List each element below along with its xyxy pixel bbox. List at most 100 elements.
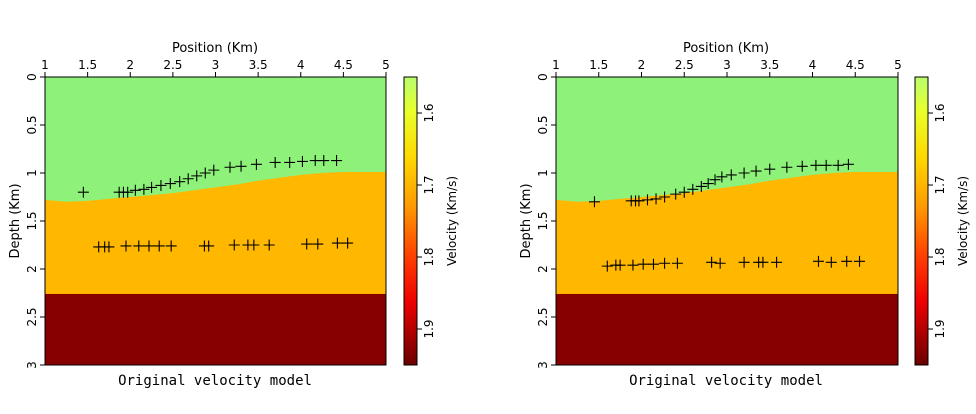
pick-marker: [781, 161, 793, 173]
y-tick-label: 0.5: [536, 115, 550, 134]
y-tick-label: 1.5: [536, 211, 550, 230]
pick-marker: [164, 178, 176, 190]
colorbar-gradient: [914, 76, 929, 366]
x-tick-label: 4.5: [334, 58, 353, 72]
pick-marker: [601, 260, 613, 272]
pick-marker: [77, 186, 89, 198]
x-tick-label: 2.5: [163, 58, 182, 72]
y-tick-label: 1.5: [25, 211, 39, 230]
pick-marker: [129, 184, 141, 196]
colorbar-tick-label: 1.8: [422, 247, 436, 266]
x-tick-label: 1: [552, 58, 560, 72]
pick-marker: [702, 178, 714, 190]
pick-marker: [133, 240, 145, 252]
pick-marker: [318, 155, 330, 167]
y-tick-label: 1: [536, 169, 550, 177]
colorbar-tick-label: 1.6: [933, 103, 947, 122]
x-axis-label: Position (Km): [683, 41, 769, 56]
pick-marker: [725, 169, 737, 181]
pick-marker: [191, 170, 203, 182]
pick-marker: [670, 188, 682, 200]
colorbar-tick-label: 1.9: [933, 319, 947, 338]
y-axis-label: Depth (Km): [519, 183, 534, 258]
x-tick-label: 3.5: [249, 58, 268, 72]
colorbar-gradient: [403, 76, 418, 366]
y-tick-label: 1: [25, 169, 39, 177]
x-tick-label: 2: [126, 58, 134, 72]
pick-marker: [182, 173, 194, 185]
pick-marker: [208, 164, 220, 176]
x-tick-label: 1.5: [78, 58, 97, 72]
colorbar: 1.6 1.7 1.8 1.9 Velocity (Km/s): [914, 76, 970, 366]
pick-marker: [678, 186, 690, 198]
y-tick-label: 0.5: [25, 115, 39, 134]
pick-marker: [716, 171, 728, 183]
pick-marker: [120, 240, 132, 252]
pick-marker: [174, 176, 186, 188]
pick-marker: [738, 256, 750, 268]
pick-marker: [709, 174, 721, 186]
pick-marker: [854, 255, 866, 267]
colorbar-tick-label: 1.7: [422, 175, 436, 194]
pick-marker: [199, 167, 211, 179]
x-tick-label: 3.5: [760, 58, 779, 72]
pick-marker: [331, 155, 343, 167]
pick-marker: [650, 193, 662, 205]
pick-marker: [312, 238, 324, 250]
pick-marker: [757, 256, 769, 268]
pick-marker: [750, 165, 762, 177]
pick-marker: [764, 163, 776, 175]
pick-marker: [671, 257, 683, 269]
x-tick-label: 3: [212, 58, 220, 72]
y-tick-label: 2: [25, 265, 39, 273]
pick-marker: [250, 158, 262, 170]
x-tick-label: 4.5: [846, 58, 865, 72]
panel-caption: Original velocity model: [118, 373, 312, 389]
y-axis-label: Depth (Km): [8, 183, 23, 258]
colorbar-tick-label: 1.7: [933, 175, 947, 194]
pick-marker: [647, 258, 659, 270]
y-tick-label: 2.5: [536, 307, 550, 326]
pick-marker: [812, 255, 824, 267]
layer-bottom: [45, 293, 386, 365]
pick-marker: [810, 159, 822, 171]
y-tick-label: 3: [25, 361, 39, 369]
pick-marker: [695, 180, 707, 192]
pick-marker: [153, 240, 165, 252]
pick-marker: [841, 255, 853, 267]
pick-marker: [706, 256, 718, 268]
x-tick-label: 1: [41, 58, 49, 72]
pick-marker: [165, 240, 177, 252]
pick-marker: [224, 161, 236, 173]
pick-marker: [842, 158, 854, 170]
pick-marker: [138, 183, 150, 195]
pick-marker: [637, 258, 649, 270]
x-tick-label: 5: [894, 58, 902, 72]
pick-marker: [146, 181, 158, 193]
pick-marker: [269, 156, 281, 168]
pick-marker: [633, 195, 645, 207]
pick-marker: [714, 257, 726, 269]
pick-marker: [820, 159, 832, 171]
x-tick-label: 2: [638, 58, 646, 72]
y-tick-label: 2.5: [25, 307, 39, 326]
pick-marker: [832, 159, 844, 171]
pick-marker: [228, 239, 240, 251]
x-tick-label: 1.5: [589, 58, 608, 72]
pick-marker: [342, 237, 354, 249]
x-tick-label: 5: [382, 58, 390, 72]
pick-marker: [301, 238, 313, 250]
y-tick-label: 0: [25, 73, 39, 81]
panel-caption: Original velocity model: [629, 373, 823, 389]
pick-marker: [284, 156, 296, 168]
colorbar: 1.6 1.7 1.8 1.9 Velocity (Km/s): [403, 76, 459, 366]
pick-marker: [627, 259, 639, 271]
pick-marker: [659, 257, 671, 269]
pick-marker: [235, 160, 247, 172]
x-axis-label: Position (Km): [172, 41, 258, 56]
velocity-panel-left: 1 1.5 2 2.5 3 3.5 4 4.5 5 0 0.5 1 1.5 2 2.5 3 Position…: [8, 41, 459, 389]
pick-marker: [248, 239, 260, 251]
velocity-panel-right: 1 1.5 2 2.5 3 3.5 4 4.5 5 0 0.5 1 1.5 2 2.5 3 Position…: [519, 41, 970, 389]
x-tick-label: 3: [723, 58, 731, 72]
x-tick-label: 4: [809, 58, 817, 72]
